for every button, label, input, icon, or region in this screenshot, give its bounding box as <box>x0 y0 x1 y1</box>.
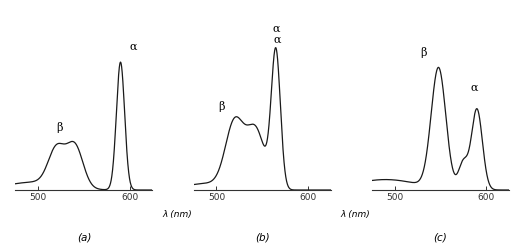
Text: α: α <box>470 82 478 92</box>
Text: β: β <box>218 101 225 112</box>
Text: λ (nm): λ (nm) <box>162 210 192 218</box>
Text: (a): (a) <box>77 233 91 243</box>
Text: β: β <box>420 47 426 58</box>
Text: α: α <box>129 42 137 52</box>
Text: (b): (b) <box>255 233 269 243</box>
Text: λ (nm): λ (nm) <box>340 210 370 218</box>
Text: β: β <box>57 122 63 133</box>
Text: α: α <box>273 34 281 44</box>
Text: α: α <box>272 24 280 34</box>
Text: (c): (c) <box>433 233 447 243</box>
